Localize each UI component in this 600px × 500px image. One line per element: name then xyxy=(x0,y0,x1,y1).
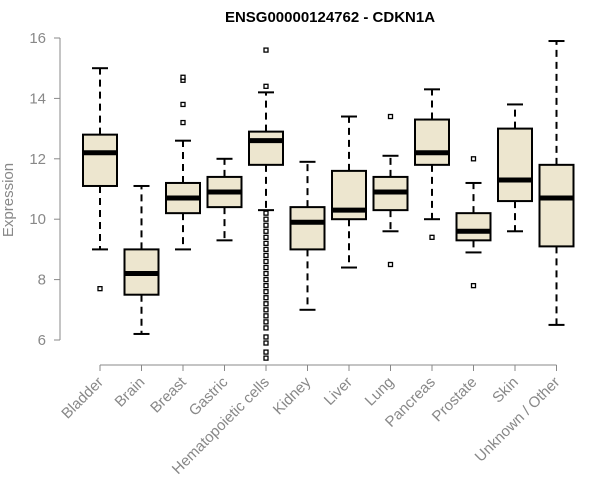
outlier-point xyxy=(387,113,394,120)
x-tick-label: Lung xyxy=(362,374,398,410)
outlier-point xyxy=(429,234,435,240)
outlier-point xyxy=(263,252,269,259)
y-tick-label: 14 xyxy=(29,90,46,107)
outlier-point xyxy=(263,246,269,253)
outlier-point xyxy=(387,261,394,268)
outlier-point xyxy=(180,74,186,80)
x-tick-label: Bladder xyxy=(58,374,107,423)
outlier-point xyxy=(263,319,269,325)
y-tick-label: 16 xyxy=(29,30,46,47)
outlier-point xyxy=(97,286,103,292)
box-bladder xyxy=(82,67,118,292)
outlier-point xyxy=(263,301,269,307)
outlier-point xyxy=(263,276,269,283)
outlier-point xyxy=(263,258,269,265)
box-gastric xyxy=(206,157,243,242)
outlier-point xyxy=(263,228,269,234)
x-tick-label: Brain xyxy=(112,374,149,411)
outlier-point xyxy=(263,234,269,240)
x-tick-label: Kidney xyxy=(270,373,315,418)
outlier-point xyxy=(263,282,269,289)
x-tick-label: Prostate xyxy=(429,374,481,426)
box-liver xyxy=(331,115,367,269)
y-tick-label: 8 xyxy=(38,272,46,289)
y-axis-label: Expression xyxy=(0,163,17,237)
x-tick-label: Skin xyxy=(489,374,522,407)
box-iqr xyxy=(82,133,118,187)
outlier-point xyxy=(263,340,269,346)
y-tick-label: 6 xyxy=(38,332,46,349)
box-iqr xyxy=(538,163,575,248)
box-pancreas xyxy=(414,88,450,240)
outlier-point xyxy=(263,270,269,277)
outlier-point xyxy=(263,47,269,53)
box-breast xyxy=(165,74,201,251)
outlier-point xyxy=(263,349,269,355)
box-iqr xyxy=(248,130,284,166)
x-tick-label: Breast xyxy=(147,373,190,416)
outlier-point xyxy=(263,240,269,247)
outlier-point xyxy=(263,307,269,313)
outlier-point xyxy=(263,216,269,222)
boxes xyxy=(82,40,575,361)
outlier-point xyxy=(263,264,269,271)
outlier-point xyxy=(470,282,477,289)
box-prostate xyxy=(455,156,492,289)
outlier-point xyxy=(180,101,186,108)
box-iqr xyxy=(455,212,492,242)
box-iqr xyxy=(497,127,533,203)
outlier-point xyxy=(263,222,269,228)
outlier-point xyxy=(263,289,269,295)
chart-title: ENSG00000124762 - CDKN1A xyxy=(225,9,435,26)
box-lung xyxy=(372,113,409,268)
outlier-point xyxy=(263,325,269,331)
box-iqr xyxy=(414,118,450,166)
box-iqr xyxy=(289,206,326,251)
y-tick-label: 12 xyxy=(29,151,46,168)
box-hematopoietic-cells xyxy=(248,47,284,361)
outlier-point xyxy=(263,295,269,301)
x-tick-label: Liver xyxy=(321,374,356,409)
box-unknown-other xyxy=(538,40,575,326)
outlier-point xyxy=(263,355,269,361)
outlier-point xyxy=(263,313,269,319)
outlier-point xyxy=(263,334,269,340)
outlier-point xyxy=(470,156,477,162)
outlier-point xyxy=(263,83,269,89)
y-tick-label: 10 xyxy=(29,211,46,228)
outlier-point xyxy=(263,210,269,216)
box-brain xyxy=(123,184,160,335)
outlier-point xyxy=(180,119,186,126)
box-skin xyxy=(497,103,533,233)
box-kidney xyxy=(289,160,326,311)
